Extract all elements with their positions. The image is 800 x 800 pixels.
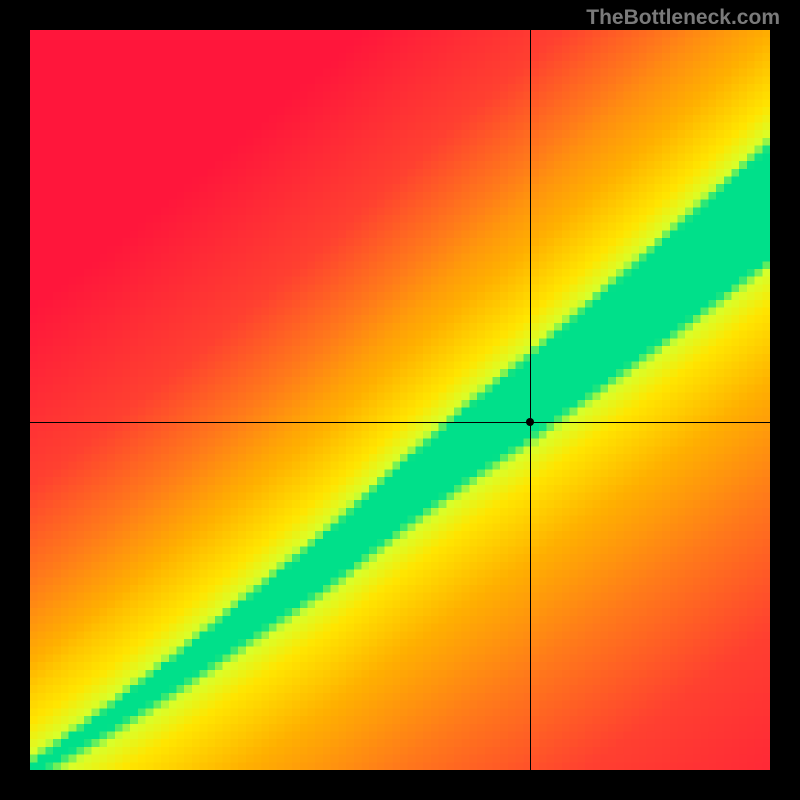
crosshair-marker [526,418,534,426]
crosshair-horizontal [30,422,770,423]
heatmap-canvas [30,30,770,770]
watermark-text: TheBottleneck.com [586,6,780,30]
crosshair-vertical [530,30,531,770]
heatmap-plot [30,30,770,770]
